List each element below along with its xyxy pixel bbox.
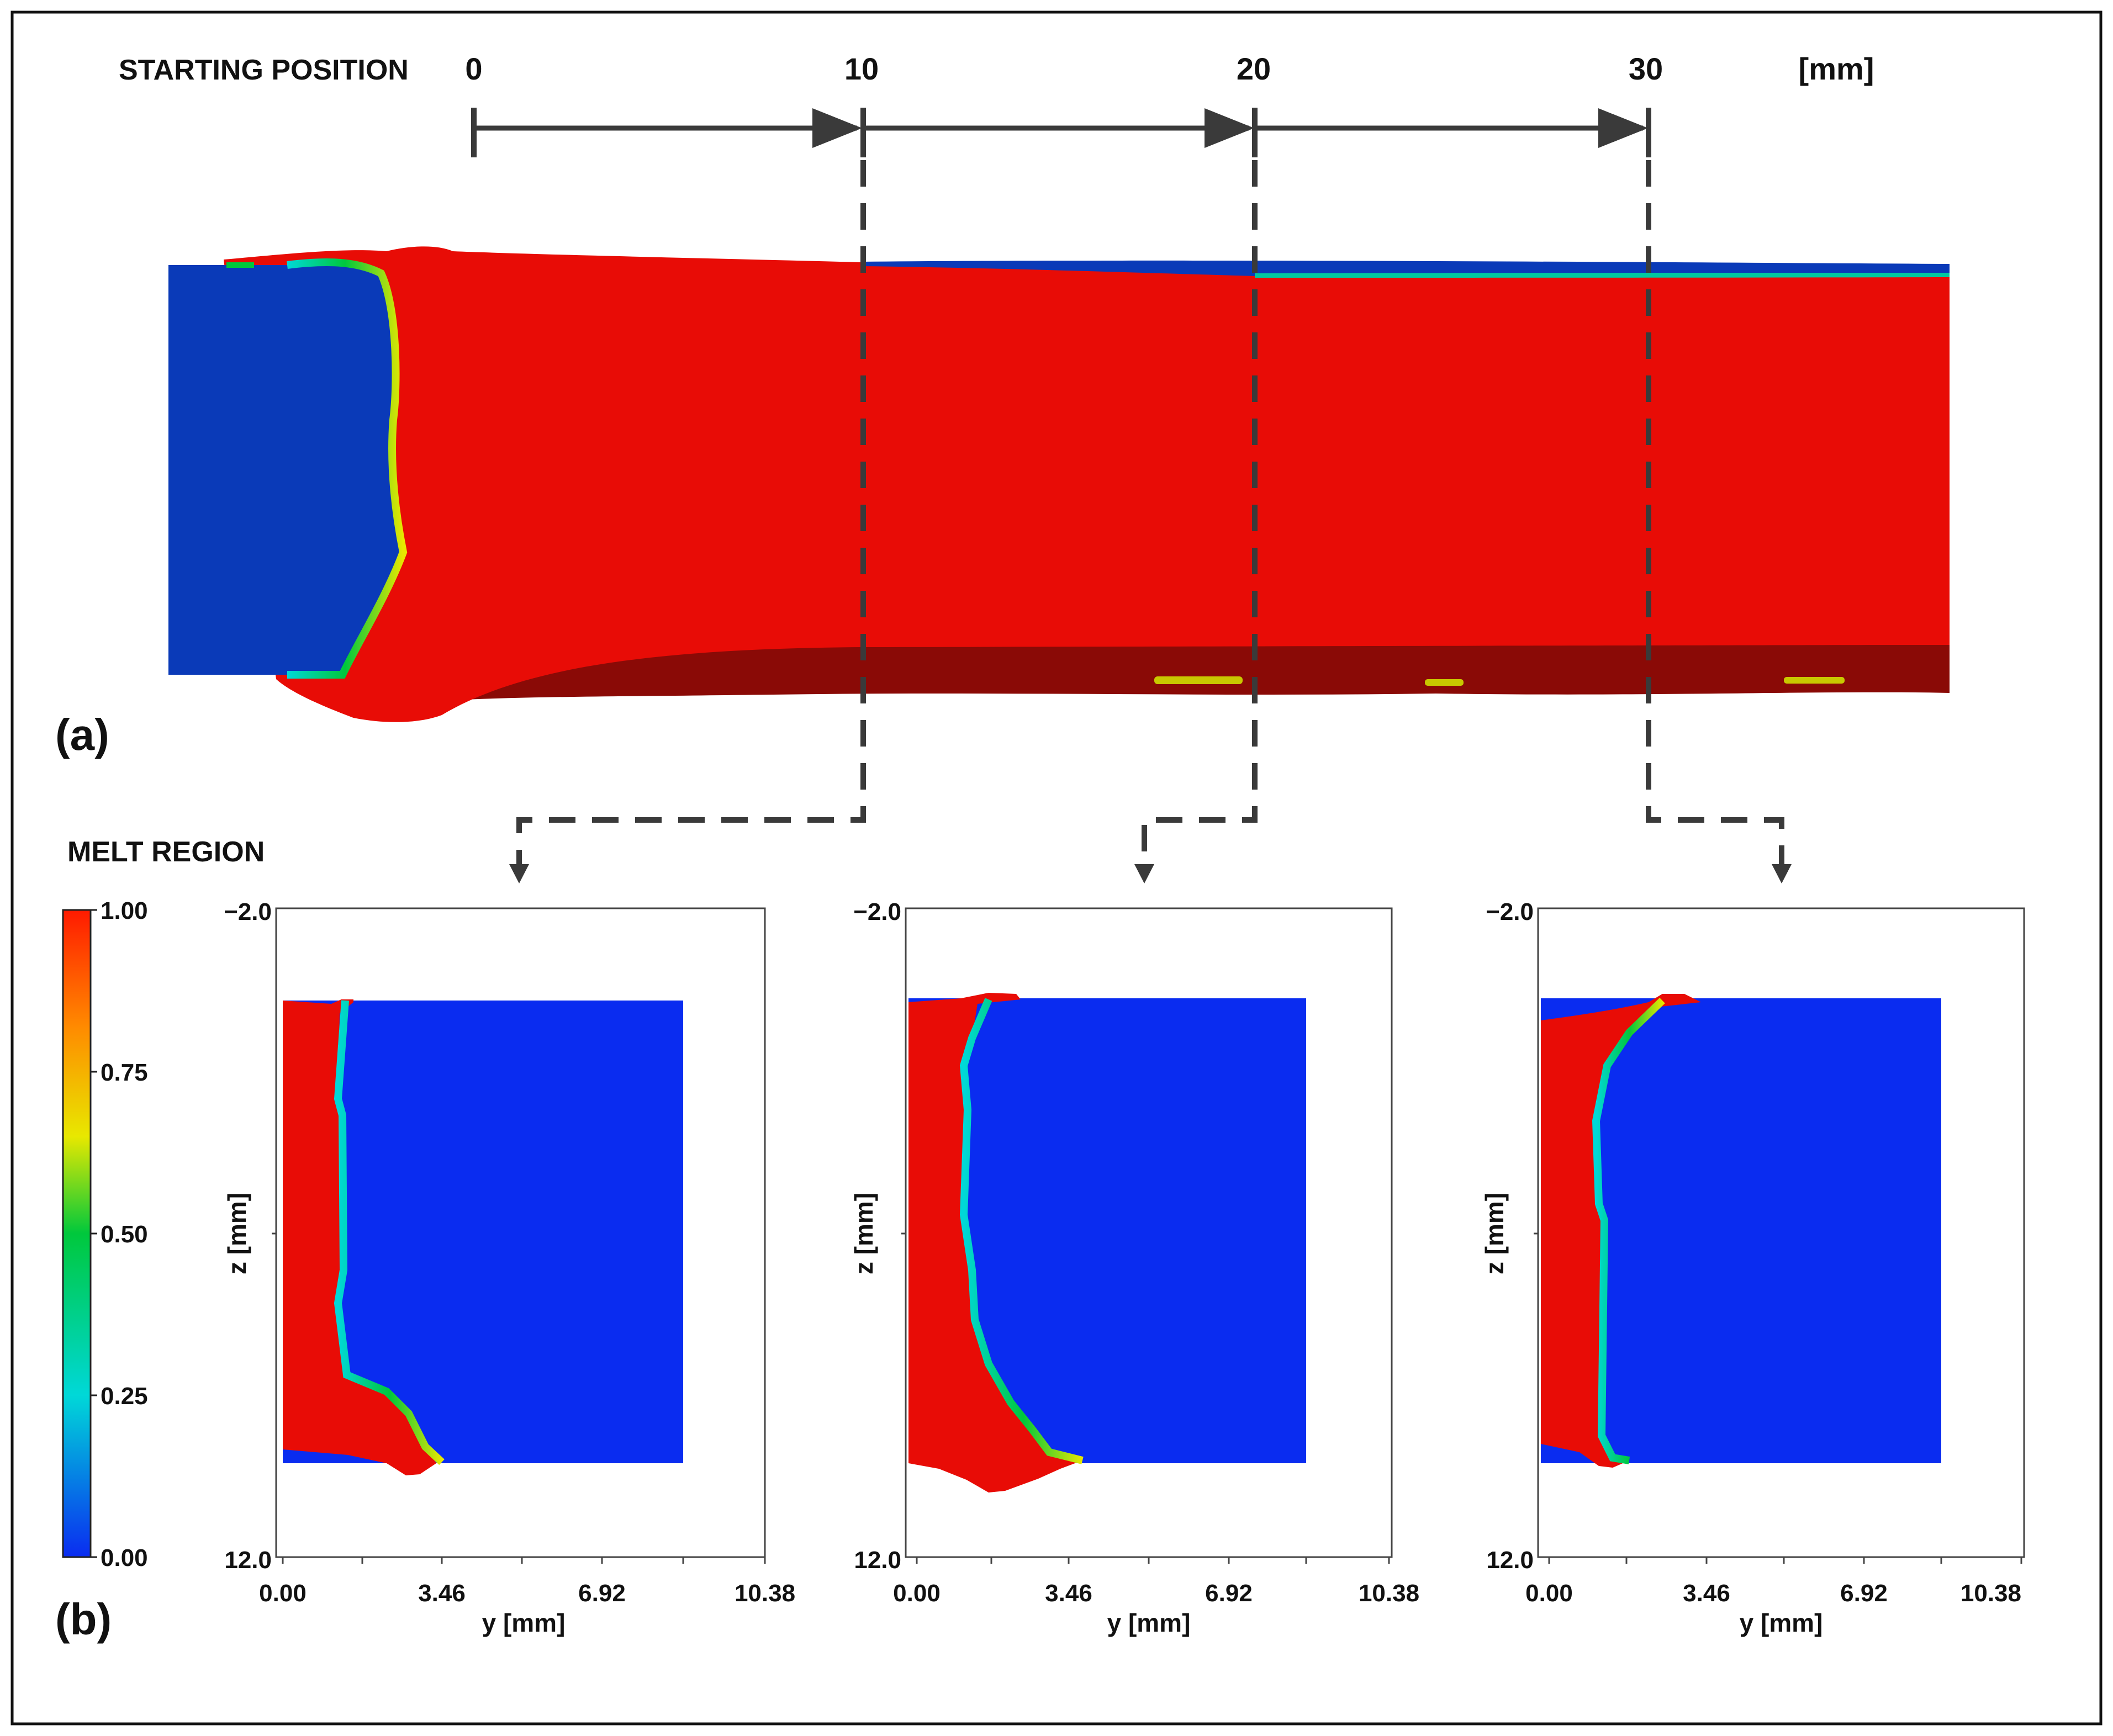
connector-section-20	[1142, 160, 1258, 867]
melt-boundary	[334, 1000, 445, 1465]
z-top-tick: −2.0	[853, 898, 901, 925]
x-tick-1: 3.46	[1045, 1580, 1092, 1607]
x-tick-0: 0.00	[893, 1580, 941, 1607]
starting-position-label: STARTING POSITION	[119, 54, 409, 86]
y-axis-label: z [mm]	[849, 1193, 878, 1274]
x-axis-label: y [mm]	[482, 1608, 566, 1637]
scale-tick-30: 30	[1629, 51, 1663, 86]
hotspot-2	[1425, 679, 1464, 686]
hotspot-1	[1154, 676, 1243, 684]
cross-section-30mm: −2.0 12.0 z [mm] 0.00 3.46 6.92 10.38 y …	[1480, 898, 2025, 1637]
colorbar-tick-100: 1.00	[101, 897, 148, 924]
x-tick-2: 6.92	[578, 1580, 626, 1607]
z-top-tick: −2.0	[1486, 898, 1534, 925]
hotspot-3	[1784, 677, 1845, 684]
z-bottom-tick: 12.0	[1486, 1547, 1534, 1574]
melt-region-red	[224, 246, 1950, 722]
panel-b-label: (b)	[55, 1595, 112, 1644]
bead-top-view	[168, 246, 1950, 722]
colorbar-tick-050: 0.50	[101, 1221, 148, 1248]
y-axis-label: z [mm]	[1480, 1193, 1509, 1274]
scale-tick-10: 10	[844, 51, 879, 86]
cross-section-10mm: −2.0 12.0 z [mm] 0.00 3.46 6.92 10.38 y …	[223, 898, 795, 1637]
scale-tick-20: 20	[1237, 51, 1271, 86]
z-bottom-tick: 12.0	[854, 1547, 901, 1574]
cross-section-20mm: −2.0 12.0 z [mm] 0.00 3.46 6.92 10.38 y …	[849, 898, 1419, 1637]
z-top-tick: −2.0	[224, 898, 272, 925]
x-tick-3: 10.38	[1359, 1580, 1419, 1607]
x-tick-3: 10.38	[735, 1580, 795, 1607]
unmelted-region-blue	[168, 262, 403, 675]
x-tick-1: 3.46	[418, 1580, 466, 1607]
section-connectors	[516, 160, 1784, 867]
melt-region	[908, 993, 1082, 1492]
connector-section-10	[516, 160, 866, 867]
colorbar-gradient	[62, 909, 92, 1558]
melt-front-transition	[287, 258, 408, 679]
x-tick-1: 3.46	[1683, 1580, 1730, 1607]
connector-arrowhead-20	[1134, 864, 1154, 883]
bead-top-edge-transition	[1255, 273, 1950, 278]
melt-region-title: MELT REGION	[67, 836, 265, 868]
position-scale: STARTING POSITION 0 10 20 30 [mm]	[119, 51, 1874, 157]
connector-arrowhead-30	[1772, 864, 1792, 883]
melt-region	[283, 999, 436, 1475]
colorbar-tick-000: 0.00	[101, 1544, 148, 1571]
melt-boundary	[1592, 997, 1665, 1464]
x-tick-3: 10.38	[1961, 1580, 2021, 1607]
bead-top-edge	[862, 260, 1950, 276]
melt-boundary	[959, 998, 1084, 1464]
x-minor-ticks	[282, 1557, 2022, 1564]
x-tick-2: 6.92	[1840, 1580, 1888, 1607]
colorbar: MELT REGION 1.00 0.75 0.50 0.25 0.00	[62, 836, 265, 1571]
z-bottom-tick: 12.0	[224, 1547, 272, 1574]
scale-unit-label: [mm]	[1799, 51, 1874, 86]
colorbar-tick-075: 0.75	[101, 1059, 148, 1086]
melt-region	[1541, 994, 1701, 1468]
x-axis-label: y [mm]	[1740, 1608, 1823, 1637]
y-axis-label: z [mm]	[223, 1193, 251, 1274]
figure-border	[10, 10, 2103, 1726]
colorbar-tick-025: 0.25	[101, 1383, 148, 1410]
scale-tick-0: 0	[465, 51, 482, 86]
x-tick-0: 0.00	[1525, 1580, 1573, 1607]
x-tick-0: 0.00	[259, 1580, 307, 1607]
panel-a-label: (a)	[55, 710, 109, 759]
x-tick-2: 6.92	[1205, 1580, 1253, 1607]
connector-arrowhead-10	[509, 864, 529, 883]
bead-lower-shadow	[298, 643, 1950, 704]
x-axis-label: y [mm]	[1107, 1608, 1191, 1637]
